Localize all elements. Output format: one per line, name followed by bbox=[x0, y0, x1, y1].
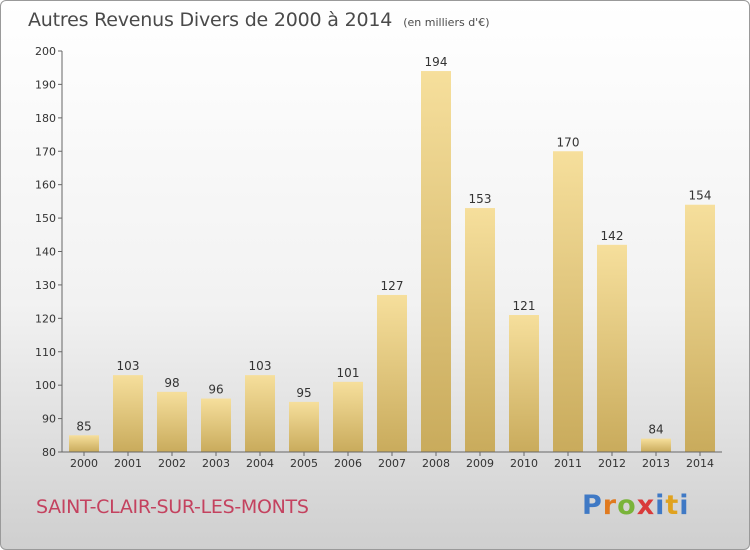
y-tick-label: 170 bbox=[35, 145, 56, 158]
y-tick-label: 130 bbox=[35, 279, 56, 292]
logo-letter: x bbox=[636, 490, 656, 521]
x-tick-label: 2003 bbox=[202, 457, 230, 470]
data-label: 194 bbox=[425, 55, 448, 69]
bar-2005 bbox=[289, 401, 319, 452]
x-tick-label: 2014 bbox=[686, 457, 714, 470]
town-name: SAINT-CLAIR-SUR-LES-MONTS bbox=[36, 496, 309, 518]
x-tick-label: 2012 bbox=[598, 457, 626, 470]
bar-2003 bbox=[201, 398, 231, 452]
x-tick-label: 2002 bbox=[158, 457, 186, 470]
x-tick-label: 2011 bbox=[554, 457, 582, 470]
logo-letter: t bbox=[665, 490, 680, 521]
y-tick-label: 110 bbox=[35, 346, 56, 359]
y-tick-label: 160 bbox=[35, 179, 56, 192]
data-label: 121 bbox=[513, 299, 536, 313]
data-label: 95 bbox=[296, 386, 311, 400]
y-tick-label: 190 bbox=[35, 78, 56, 91]
x-tick-label: 2004 bbox=[246, 457, 274, 470]
proxiti-logo: Proxiti bbox=[582, 490, 690, 521]
x-tick-label: 2010 bbox=[510, 457, 538, 470]
y-tick-label: 180 bbox=[35, 112, 56, 125]
data-label: 103 bbox=[117, 359, 140, 373]
logo-letter: i bbox=[679, 490, 690, 521]
x-tick-label: 2006 bbox=[334, 457, 362, 470]
data-label: 127 bbox=[381, 279, 404, 293]
y-tick-label: 150 bbox=[35, 212, 56, 225]
chart-title-block: Autres Revenus Divers de 2000 à 2014 (en… bbox=[28, 9, 490, 31]
bar-2014 bbox=[685, 204, 715, 452]
bar-chart: 80 90 100 110 120 130 140 150 160 170 180 190 200 85… bbox=[35, 45, 722, 470]
data-label: 103 bbox=[249, 359, 272, 373]
bar-2007 bbox=[377, 294, 407, 452]
chart-title: Autres Revenus Divers de 2000 à 2014 bbox=[28, 9, 393, 31]
bar-2012 bbox=[597, 244, 627, 452]
bar-2001 bbox=[113, 375, 143, 452]
x-tick-label: 2008 bbox=[422, 457, 450, 470]
y-tick-label: 80 bbox=[42, 446, 56, 459]
bar-2008 bbox=[421, 71, 451, 453]
x-tick-label: 2000 bbox=[70, 457, 98, 470]
bar-2010 bbox=[509, 314, 539, 452]
logo-letter: P bbox=[582, 490, 603, 521]
logo-letter: r bbox=[602, 490, 618, 521]
bar-2002 bbox=[157, 391, 187, 452]
y-tick-label: 200 bbox=[35, 45, 56, 58]
x-axis: 2000 2001 2002 2003 2004 2005 2006 2007 2008 2009… bbox=[62, 451, 722, 470]
data-label: 101 bbox=[337, 366, 360, 380]
bars: 85 103 98 96 103 95 101 127 194 153 121 170 142 84 154 bbox=[69, 55, 715, 453]
bar-2004 bbox=[245, 375, 275, 452]
x-tick-label: 2007 bbox=[378, 457, 406, 470]
bar-2009 bbox=[465, 208, 495, 452]
bar-2011 bbox=[553, 151, 583, 452]
y-axis: 80 90 100 110 120 130 140 150 160 170 180 190 200 bbox=[35, 45, 63, 459]
chart-subtitle: (en milliers d'€) bbox=[403, 16, 490, 29]
bar-2013 bbox=[641, 438, 671, 452]
data-label: 142 bbox=[601, 229, 624, 243]
data-label: 98 bbox=[164, 376, 179, 390]
data-label: 170 bbox=[557, 135, 580, 149]
x-tick-label: 2001 bbox=[114, 457, 142, 470]
data-label: 96 bbox=[208, 383, 223, 397]
y-tick-label: 100 bbox=[35, 379, 56, 392]
x-tick-label: 2005 bbox=[290, 457, 318, 470]
y-tick-label: 120 bbox=[35, 312, 56, 325]
data-label: 154 bbox=[689, 189, 712, 203]
logo-letter: i bbox=[655, 490, 666, 521]
x-tick-label: 2009 bbox=[466, 457, 494, 470]
x-tick-label: 2013 bbox=[642, 457, 670, 470]
data-label: 84 bbox=[648, 423, 663, 437]
bar-2000 bbox=[69, 435, 99, 452]
data-label: 153 bbox=[469, 192, 492, 206]
data-label: 85 bbox=[76, 419, 91, 433]
bar-2006 bbox=[333, 381, 363, 452]
logo-letter: o bbox=[617, 490, 637, 521]
y-tick-label: 90 bbox=[42, 413, 56, 426]
y-tick-label: 140 bbox=[35, 246, 56, 259]
